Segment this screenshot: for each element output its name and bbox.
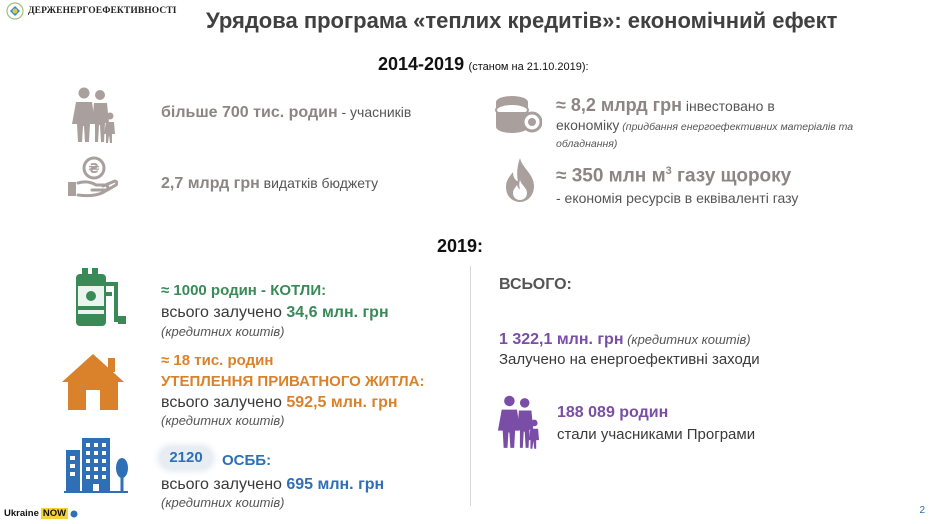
insulation-lead: всього залучено [161,394,287,411]
totals-amount-text: Залучено на енергоефективні заходи [499,351,760,368]
insulation-headline-1: ≈ 18 тис. родин [161,352,274,369]
boilers-amount: 34,6 млн. грн [286,304,389,321]
budget-text: видатків бюджету [259,175,379,191]
brand-ukraine: Ukraine [4,508,39,519]
gas-unit-sup: 3 [665,165,672,177]
totals-amount-note: (кредитних коштів) [623,332,751,347]
page-number: 2 [919,505,925,516]
family-icon [72,87,115,143]
boilers-program: ≈ 1000 родин - КОТЛИ: всього залучено 34… [161,280,389,340]
brand-dot-icon [70,510,78,517]
totals-families-block: 188 089 родин стали учасниками Програми [557,402,755,446]
investment-note-1: (придбання енергоефективних матеріалів т… [619,121,854,133]
totals-amount-block: 1 322,1 млн. грн (кредитних коштів) Залу… [499,330,760,370]
osbb-amount: 695 млн. грн [286,476,385,493]
gas-text: - економія ресурсів в еквіваленті газу [556,190,799,207]
gas-savings-stat: ≈ 350 млн м3 газу щороку - економія ресу… [556,160,798,209]
gas-value: ≈ 350 млн м [556,165,666,187]
year-2019-heading: 2019: [437,236,484,256]
money-hand-icon: ₴ [68,156,118,198]
boilers-headline: ≈ 1000 родин - КОТЛИ: [161,282,327,299]
totals-families: 188 089 родин [557,404,669,421]
flame-icon [506,158,534,202]
insulation-amount: 592,5 млн. грн [286,394,398,411]
period-years: 2014-2019 [378,54,465,74]
investment-stat: ≈ 8,2 млрд грн інвестовано в економіку (… [556,96,926,151]
families-participants: більше 700 тис. родин - учасників [161,104,411,122]
ukraine-now-logo: Ukraine NOW [4,508,78,519]
apartment-building-icon [64,438,128,493]
agency-logo: ДЕРЖЕНЕРГОЕФЕКТИВНОСТІ [6,2,177,20]
investment-value: ≈ 8,2 млрд грн [556,95,682,115]
boilers-note: (кредитних коштів) [161,324,285,339]
osbb-lead: всього залучено [161,476,287,493]
budget-value: 2,7 млрд грн [161,175,260,192]
period-heading: 2014-2019 (станом на 21.10.2019): [378,54,589,75]
column-divider [470,266,471,506]
investment-note-2: обладнання) [556,138,618,150]
insulation-note: (кредитних коштів) [161,413,285,428]
agency-name: ДЕРЖЕНЕРГОЕФЕКТИВНОСТІ [28,6,177,16]
gas-value-tail: газу щороку [671,165,792,187]
investment-text-2: економіку [556,117,620,133]
insulation-program: ≈ 18 тис. родин УТЕПЛЕННЯ ПРИВАТНОГО ЖИТ… [161,350,424,429]
insulation-headline-2: УТЕПЛЕННЯ ПРИВАТНОГО ЖИТЛА: [161,373,425,390]
osbb-program: всього залучено 695 млн. грн (кредитних … [161,474,384,511]
page-title: Урядова програма «теплих кредитів»: екон… [206,8,838,33]
osbb-headline: ОСББ: [222,452,272,469]
family-icon-purple [497,395,540,449]
families-text: - учасників [337,104,412,120]
svg-text:₴: ₴ [88,162,99,177]
osbb-note: (кредитних коштів) [161,495,285,510]
boiler-icon [76,268,126,326]
investment-text-1: інвестовано в [682,98,775,114]
totals-families-text: стали учасниками Програми [557,426,756,443]
osbb-count-badge: 2120 [160,447,212,469]
period-note: (станом на 21.10.2019): [468,61,589,73]
agency-emblem-icon [6,2,24,20]
families-value: більше 700 тис. родин [161,104,338,121]
boilers-lead: всього залучено [161,304,287,321]
budget-spending: 2,7 млрд грн видатків бюджету [161,175,378,193]
brand-now: NOW [40,508,69,519]
totals-amount: 1 322,1 млн. грн [499,331,624,348]
house-icon [62,354,124,410]
totals-label: ВСЬОГО: [499,276,572,293]
coins-icon [495,96,542,133]
